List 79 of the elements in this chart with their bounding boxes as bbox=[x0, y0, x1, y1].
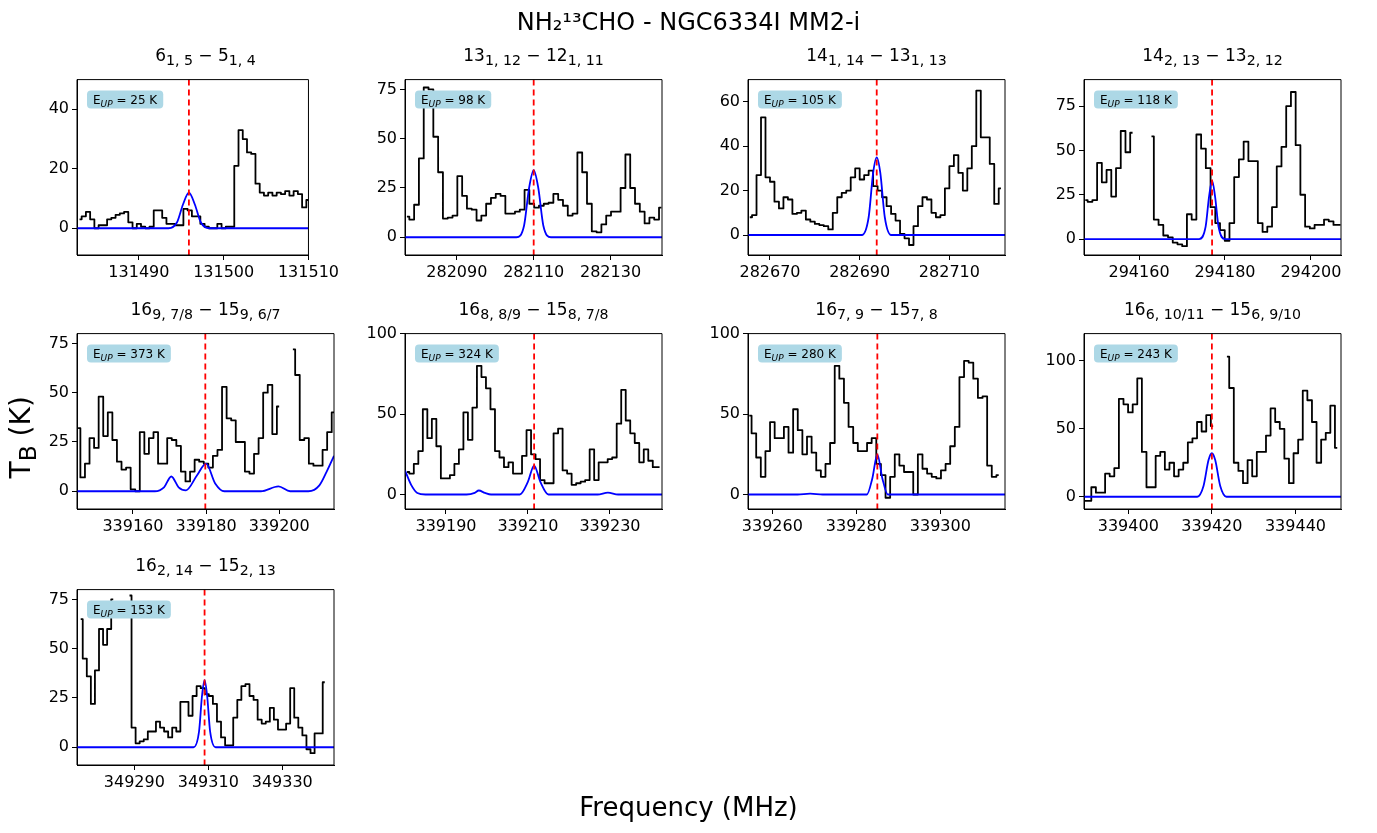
line-series bbox=[748, 156, 1005, 236]
y-tick-label: 100 bbox=[709, 322, 740, 342]
y-tick-label: 0 bbox=[386, 226, 397, 246]
line-series bbox=[77, 191, 309, 230]
x-tick-label: 339200 bbox=[248, 515, 310, 535]
chart-title: 14$_{2, 13}$ − 13$_{2, 12}$ bbox=[1141, 44, 1284, 69]
x-tick-label: 294180 bbox=[1194, 261, 1256, 281]
chart-title: 14$_{1, 14}$ − 13$_{1, 13}$ bbox=[805, 44, 948, 69]
x-tick-label: 282090 bbox=[426, 261, 488, 281]
y-tick-label: 50 bbox=[1055, 139, 1076, 159]
chart-title: 16$_{8, 8/9}$ − 15$_{8, 7/8}$ bbox=[457, 298, 610, 323]
y-tick-label: 60 bbox=[719, 90, 740, 110]
chart-title: 6$_{1, 5}$ − 5$_{1, 4}$ bbox=[154, 44, 257, 69]
y-tick-label: 75 bbox=[1055, 95, 1076, 115]
chart-title: 16$_{7, 9}$ − 15$_{7, 8}$ bbox=[814, 298, 939, 323]
y-tick-label: 0 bbox=[1065, 228, 1076, 248]
y-tick-label: 50 bbox=[376, 403, 397, 423]
x-tick-label: 294160 bbox=[1108, 261, 1170, 281]
y-tick-label: 20 bbox=[719, 179, 740, 199]
chart-title: 13$_{1, 12}$ − 12$_{1, 11}$ bbox=[462, 44, 605, 69]
y-tick-label: 0 bbox=[729, 224, 740, 244]
line-series bbox=[405, 169, 662, 239]
x-tick-label: 339190 bbox=[415, 515, 477, 535]
y-tick-label: 75 bbox=[48, 332, 69, 352]
x-tick-label: 282130 bbox=[579, 261, 642, 281]
text: NH₂¹³CHO - NGC6334I MM2-i bbox=[515, 8, 862, 36]
x-tick-label: 131510 bbox=[277, 261, 339, 281]
x-tick-label: 339160 bbox=[102, 515, 164, 535]
text: Frequency (MHz) bbox=[578, 792, 799, 822]
y-tick-label: 0 bbox=[729, 483, 740, 503]
y-tick-label: 25 bbox=[48, 431, 69, 451]
y-tick-label: 20 bbox=[48, 157, 69, 177]
line-series bbox=[77, 679, 334, 749]
line-series bbox=[77, 454, 334, 493]
y-tick-label: 75 bbox=[376, 78, 397, 98]
y-tick-label: 50 bbox=[48, 381, 69, 401]
y-tick-label: 50 bbox=[1055, 417, 1076, 437]
line-series bbox=[1084, 452, 1341, 498]
y-tick-label: 40 bbox=[719, 135, 740, 155]
x-tick-label: 349290 bbox=[103, 771, 165, 791]
line-series bbox=[405, 464, 662, 496]
y-tick-label: 0 bbox=[58, 480, 69, 500]
x-tick-label: 339280 bbox=[825, 515, 887, 535]
y-tick-label: 0 bbox=[58, 736, 69, 756]
chart-title: 16$_{6, 10/11}$ − 15$_{6, 9/10}$ bbox=[1123, 298, 1302, 323]
y-tick-label: 25 bbox=[48, 687, 69, 707]
y-tick-label: 25 bbox=[376, 177, 397, 197]
y-tick-label: 0 bbox=[386, 483, 397, 503]
y-tick-label: 75 bbox=[48, 588, 69, 608]
x-tick-label: 339230 bbox=[579, 515, 641, 535]
x-tick-label: 282710 bbox=[918, 261, 980, 281]
y-tick-label: 100 bbox=[366, 322, 397, 342]
x-tick-label: 282670 bbox=[739, 261, 801, 281]
y-tick-label: 0 bbox=[58, 217, 69, 237]
y-tick-label: 40 bbox=[48, 98, 69, 118]
x-tick-label: 282690 bbox=[829, 261, 891, 281]
x-tick-label: 339440 bbox=[1264, 515, 1326, 535]
x-tick-label: 339400 bbox=[1097, 515, 1159, 535]
x-tick-label: 339260 bbox=[741, 515, 803, 535]
line-series bbox=[748, 453, 1005, 496]
y-tick-label: 50 bbox=[719, 403, 740, 423]
x-tick-label: 282110 bbox=[503, 261, 565, 281]
line-series bbox=[1084, 179, 1341, 240]
x-tick-label: 339210 bbox=[497, 515, 559, 535]
x-tick-label: 131490 bbox=[108, 261, 170, 281]
chart-title: 16$_{9, 7/8}$ − 15$_{9, 6/7}$ bbox=[129, 298, 282, 323]
x-tick-label: 131500 bbox=[193, 261, 255, 281]
chart-title: 16$_{2, 14}$ − 15$_{2, 13}$ bbox=[134, 554, 277, 579]
x-tick-label: 339180 bbox=[175, 515, 237, 535]
y-tick-label: 50 bbox=[376, 127, 397, 147]
x-tick-label: 349310 bbox=[177, 771, 239, 791]
x-tick-label: 349330 bbox=[251, 771, 313, 791]
x-tick-label: 339300 bbox=[909, 515, 971, 535]
y-tick-label: 50 bbox=[48, 637, 69, 657]
y-tick-label: 100 bbox=[1045, 349, 1076, 369]
x-tick-label: 339420 bbox=[1181, 515, 1243, 535]
y-tick-label: 0 bbox=[1065, 485, 1076, 505]
x-tick-label: 294200 bbox=[1280, 261, 1342, 281]
y-tick-label: 25 bbox=[1055, 183, 1076, 203]
